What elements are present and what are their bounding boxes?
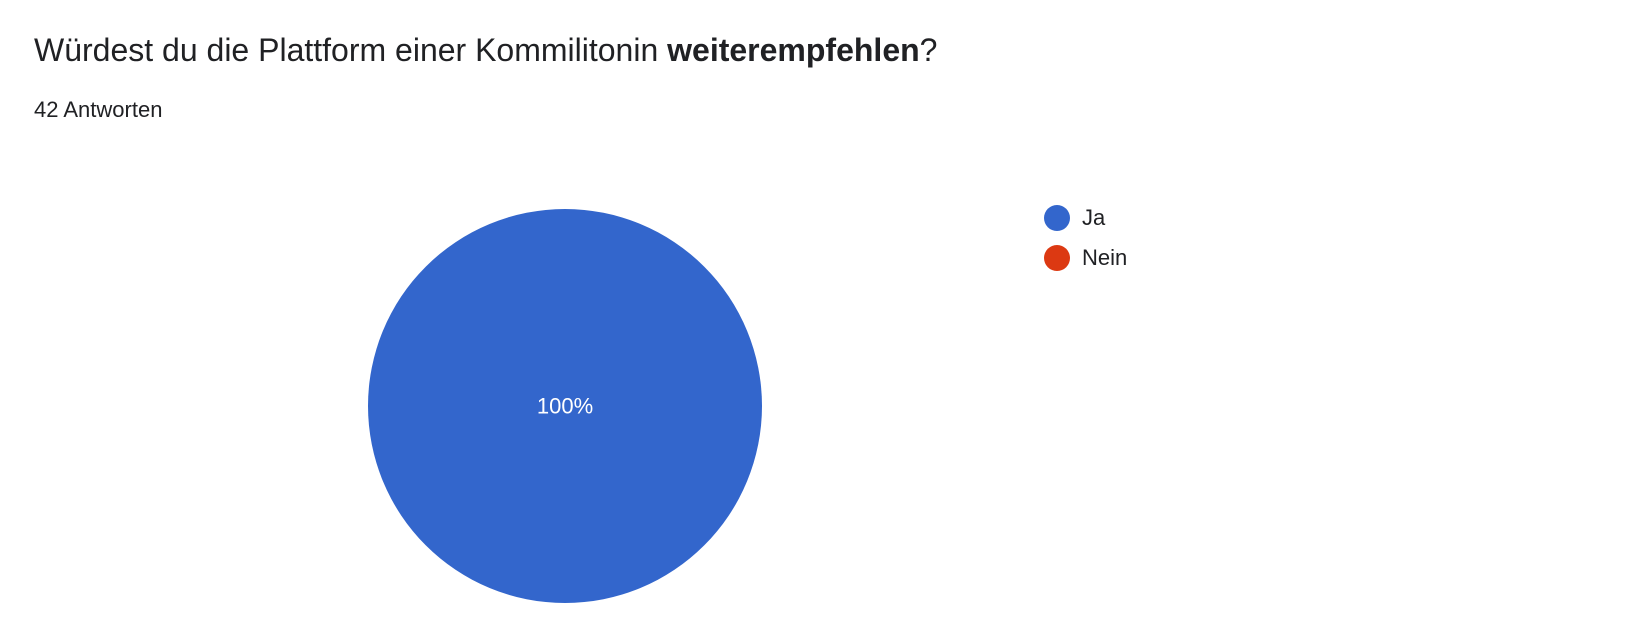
pie-slice-label: 100% (537, 394, 593, 419)
legend-label: Ja (1082, 205, 1106, 230)
legend-swatch (1044, 245, 1070, 271)
legend-item-ja[interactable]: Ja (1044, 198, 1127, 238)
question-mark: ? (919, 32, 938, 68)
question-text: Würdest du die Plattform einer Kommilito… (34, 32, 668, 68)
legend-swatch (1044, 205, 1070, 231)
pie-slice-ja[interactable] (368, 209, 762, 603)
chart-legend: Ja Nein (1044, 198, 1127, 278)
question-title: Würdest du die Plattform einer Kommilito… (34, 30, 937, 70)
legend-label: Nein (1082, 245, 1128, 270)
response-count: 42 Antworten (34, 97, 163, 122)
question-emphasis: weiterempfehlen (667, 32, 920, 68)
legend-item-nein[interactable]: Nein (1044, 238, 1127, 278)
